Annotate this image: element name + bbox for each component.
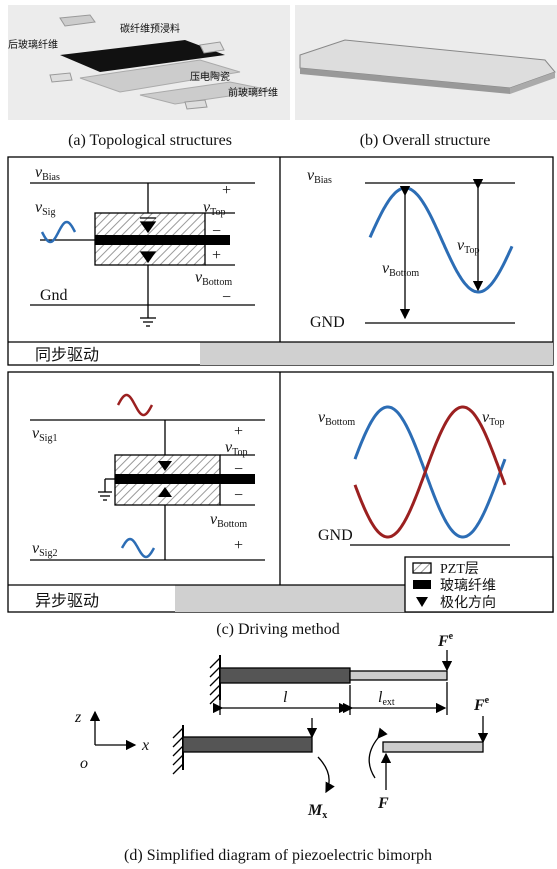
label: GND <box>310 314 345 331</box>
figure: 后玻璃纤维 碳纤维预浸料 压电陶瓷 前玻璃纤维 (a) Topological … <box>0 0 557 869</box>
mode-label: 异步驱动 <box>35 591 99 610</box>
label: vBias <box>307 167 332 186</box>
label: 后玻璃纤维 <box>8 38 58 51</box>
label: vBottom <box>210 511 247 530</box>
sign: − <box>234 487 243 504</box>
waveform <box>42 222 75 242</box>
label: GND <box>318 527 353 544</box>
label: vBottom <box>318 409 355 428</box>
label: lext <box>378 689 395 708</box>
label: Gnd <box>40 287 68 304</box>
panel-d: Fe l lext z x o Mx Fe F <box>74 631 490 821</box>
label: z <box>74 709 82 726</box>
label: 前玻璃纤维 <box>228 86 278 99</box>
sync-panel: 同步驱动 vBias vSig vTop vBottom Gnd + − + −… <box>8 157 553 365</box>
label: 碳纤维预浸料 <box>120 22 180 35</box>
sign: − <box>234 461 243 478</box>
caption: (b) Overall structure <box>360 132 491 149</box>
waveform <box>118 395 152 415</box>
legend-label: 玻璃纤维 <box>440 577 496 594</box>
label: vBias <box>35 164 60 183</box>
label: Fe <box>437 631 454 650</box>
waveform <box>122 539 154 557</box>
sign: + <box>234 423 243 440</box>
label: 压电陶瓷 <box>190 70 230 83</box>
caption: (d) Simplified diagram of piezoelectric … <box>124 847 432 864</box>
legend-label: 极化方向 <box>440 595 496 611</box>
panel-a: 后玻璃纤维 碳纤维预浸料 压电陶瓷 前玻璃纤维 <box>8 5 290 120</box>
sign: + <box>222 182 231 199</box>
sign: + <box>234 537 243 554</box>
label: l <box>283 689 288 706</box>
label: vBottom <box>195 269 232 288</box>
sign: − <box>222 289 231 306</box>
async-panel: 异步驱动 vSig1 vSig2 vTop vBottom + − − + vB… <box>8 372 553 612</box>
legend: PZT层 玻璃纤维 极化方向 <box>405 557 553 612</box>
label: vTop <box>457 237 480 256</box>
label: vTop <box>203 199 226 218</box>
label: F <box>377 795 389 812</box>
caption: (a) Topological structures <box>68 132 232 149</box>
panel-b <box>295 5 557 120</box>
sign: − <box>212 223 221 240</box>
page: 后玻璃纤维 碳纤维预浸料 压电陶瓷 前玻璃纤维 (a) Topological … <box>0 0 557 869</box>
label: vSig2 <box>32 540 57 559</box>
label: o <box>80 755 88 772</box>
label: Mx <box>307 802 327 821</box>
label: x <box>141 737 149 754</box>
label: Fe <box>473 695 490 714</box>
label: vTop <box>482 409 505 428</box>
label: vTop <box>225 439 248 458</box>
label: vSig <box>35 199 55 218</box>
mode-label: 同步驱动 <box>35 345 99 364</box>
label: vSig1 <box>32 425 57 444</box>
sign: + <box>212 247 221 264</box>
label: vBottom <box>382 260 419 279</box>
legend-label: PZT层 <box>440 562 479 577</box>
caption: (c) Driving method <box>216 621 340 638</box>
